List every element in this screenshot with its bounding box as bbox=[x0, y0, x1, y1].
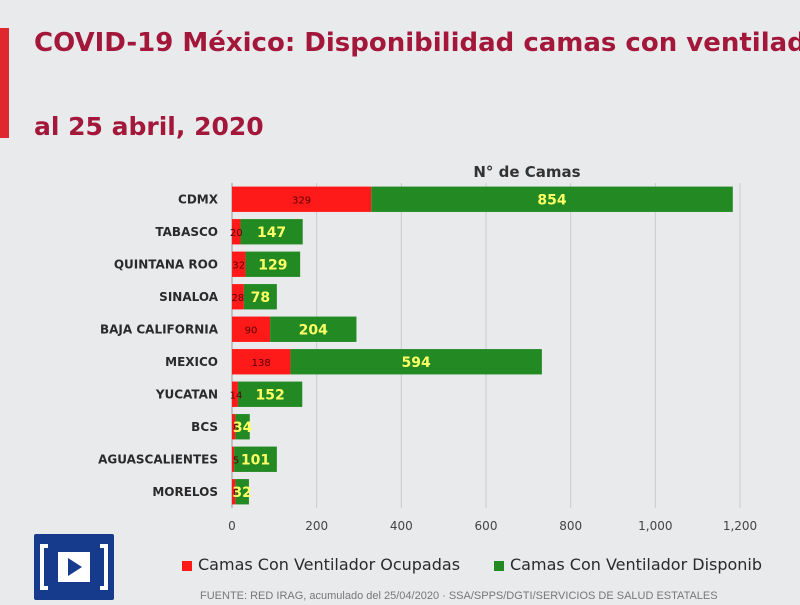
bar-available-mexico bbox=[290, 349, 542, 375]
legend-item-occupied: Camas Con Ventilador Ocupadas bbox=[182, 555, 460, 574]
category-label: QUINTANA ROO bbox=[114, 257, 218, 271]
data-label-available: 204 bbox=[299, 322, 328, 338]
bar-occupied-quintana-roo bbox=[232, 251, 246, 277]
x-tick-label: 1,000 bbox=[638, 519, 672, 533]
data-label-occupied: 28 bbox=[232, 293, 245, 304]
data-label-occupied: 5 bbox=[233, 455, 239, 466]
data-label-available: 101 bbox=[241, 452, 270, 468]
page-subtitle: al 25 abril, 2020 bbox=[34, 112, 264, 141]
data-label-occupied: 8 bbox=[233, 488, 239, 499]
legend-label-occupied: Camas Con Ventilador Ocupadas bbox=[198, 555, 461, 574]
accent-bar bbox=[0, 28, 9, 138]
bar-occupied-tabasco bbox=[232, 219, 241, 245]
data-label-available: 594 bbox=[402, 355, 431, 371]
page-title: COVID-19 México: Disponibilidad camas co… bbox=[34, 28, 800, 58]
source-note: FUENTE: RED IRAG, acumulado del 25/04/20… bbox=[200, 590, 718, 602]
data-label-occupied: 20 bbox=[230, 228, 243, 239]
category-label: MORELOS bbox=[152, 485, 218, 499]
data-label-available: 129 bbox=[258, 257, 287, 273]
data-label-occupied: 329 bbox=[292, 195, 311, 206]
play-icon bbox=[40, 544, 108, 590]
data-label-available: 152 bbox=[255, 387, 284, 403]
x-tick-label: 0 bbox=[228, 519, 236, 533]
data-label-occupied: 14 bbox=[230, 390, 243, 401]
category-label: MEXICO bbox=[165, 355, 218, 369]
x-tick-label: 400 bbox=[390, 519, 413, 533]
bar-available-morelos bbox=[235, 479, 249, 505]
category-label: YUCATAN bbox=[155, 387, 218, 401]
category-label: CDMX bbox=[178, 192, 219, 206]
bar-occupied-bcs bbox=[232, 414, 236, 440]
bar-chart: N° de Camas 0 200 400 600 800 1,000 1,200 CDMX 32… bbox=[98, 163, 757, 533]
category-label: BCS bbox=[191, 420, 218, 434]
chart-title: N° de Camas bbox=[473, 163, 580, 181]
bar-occupied-aguascalientes bbox=[232, 446, 235, 472]
x-tick-label: 600 bbox=[475, 519, 498, 533]
x-tick-label: 1,200 bbox=[723, 519, 757, 533]
category-label: AGUASCALIENTES bbox=[98, 452, 218, 466]
x-tick-label: 800 bbox=[559, 519, 582, 533]
data-label-available: 147 bbox=[257, 225, 286, 241]
bar-available-sinaloa bbox=[243, 284, 277, 310]
bar-available-bcs bbox=[235, 414, 250, 440]
data-label-available: 34 bbox=[233, 420, 253, 436]
legend-swatch-occupied bbox=[182, 560, 192, 571]
play-logo bbox=[34, 534, 114, 600]
bar-available-cdmx bbox=[371, 186, 733, 212]
data-label-available: 78 bbox=[251, 290, 270, 306]
data-label-available: 32 bbox=[232, 485, 251, 501]
legend-item-available: Camas Con Ventilador Disponib bbox=[494, 555, 762, 574]
x-tick-label: 200 bbox=[305, 519, 328, 533]
category-label: SINALOA bbox=[159, 290, 219, 304]
bar-occupied-mexico bbox=[232, 349, 291, 375]
bar-occupied-morelos bbox=[232, 479, 236, 505]
data-label-occupied: 8 bbox=[233, 423, 239, 434]
data-label-occupied: 138 bbox=[252, 358, 271, 369]
bar-occupied-cdmx bbox=[232, 186, 372, 212]
category-label: BAJA CALIFORNIA bbox=[100, 322, 219, 336]
legend-label-available: Camas Con Ventilador Disponib bbox=[510, 555, 763, 574]
data-label-available: 854 bbox=[537, 192, 566, 208]
data-label-occupied: 32 bbox=[232, 260, 245, 271]
bar-available-tabasco bbox=[240, 219, 303, 245]
bar-available-quintana-roo bbox=[245, 251, 301, 277]
bar-occupied-baja-california bbox=[232, 316, 271, 342]
bar-occupied-yucatan bbox=[232, 381, 238, 407]
bar-available-baja-california bbox=[270, 316, 357, 342]
bar-available-yucatan bbox=[237, 381, 303, 407]
legend-swatch-available bbox=[494, 560, 504, 571]
category-label: TABASCO bbox=[155, 225, 218, 239]
bar-available-aguascalientes bbox=[234, 446, 277, 472]
data-label-occupied: 90 bbox=[245, 325, 258, 336]
bar-occupied-sinaloa bbox=[232, 284, 244, 310]
